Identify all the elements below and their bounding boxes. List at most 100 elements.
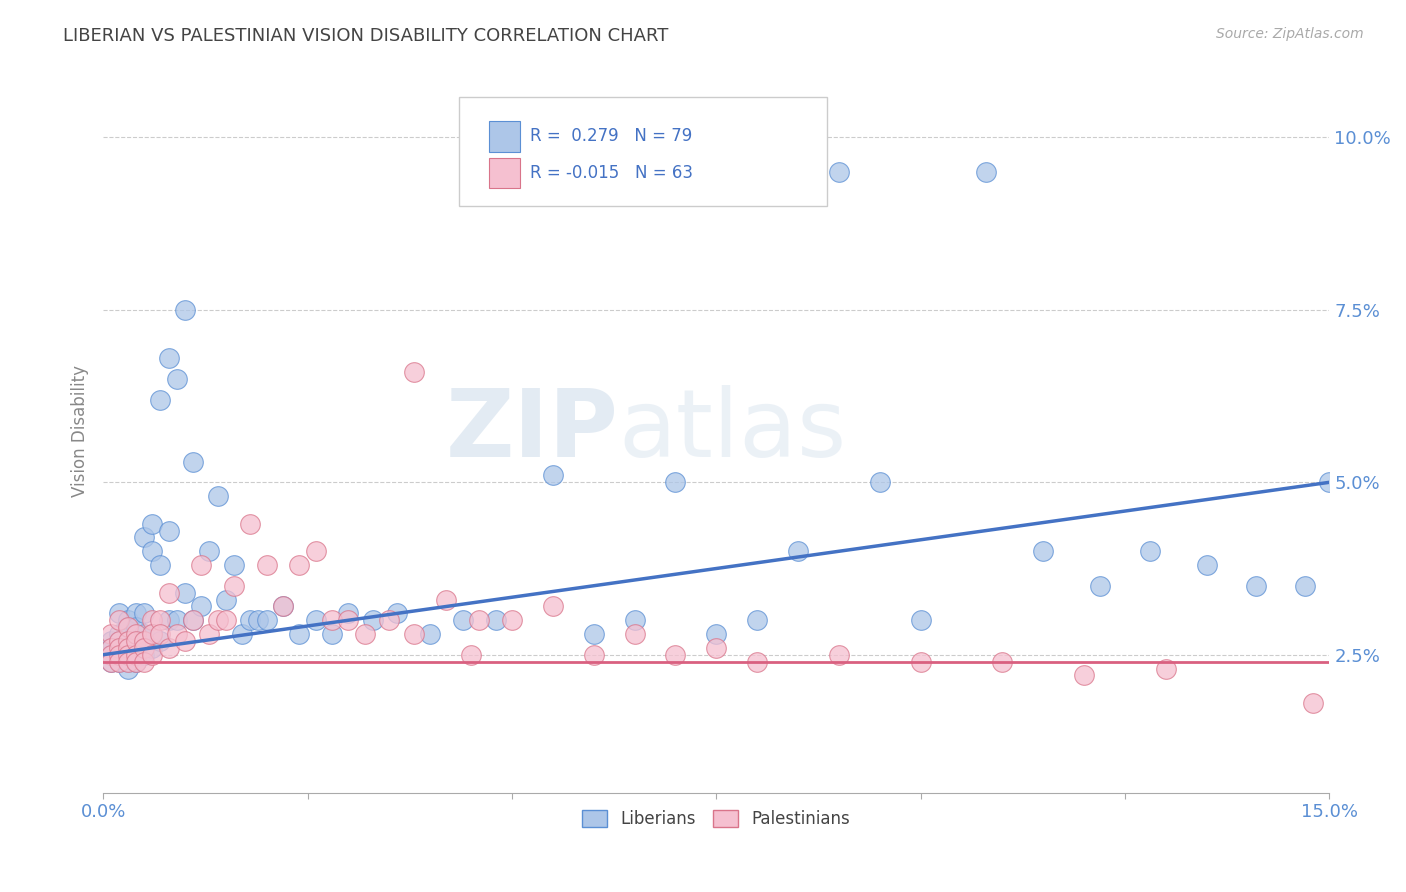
- Point: [222, 558, 245, 572]
- Point: [117, 655, 139, 669]
- Point: [117, 648, 139, 662]
- Point: [1302, 696, 1324, 710]
- Point: [1244, 579, 1267, 593]
- Point: [974, 165, 997, 179]
- Point: [231, 627, 253, 641]
- Point: [1195, 558, 1218, 572]
- Point: [132, 640, 155, 655]
- Point: [108, 634, 131, 648]
- Point: [910, 655, 932, 669]
- Point: [181, 613, 204, 627]
- Point: [166, 372, 188, 386]
- Point: [117, 640, 139, 655]
- Point: [664, 648, 686, 662]
- Point: [108, 640, 131, 655]
- Text: LIBERIAN VS PALESTINIAN VISION DISABILITY CORRELATION CHART: LIBERIAN VS PALESTINIAN VISION DISABILIT…: [63, 27, 669, 45]
- Point: [1319, 475, 1341, 490]
- Point: [108, 648, 131, 662]
- Text: ZIP: ZIP: [446, 384, 619, 476]
- Point: [173, 634, 195, 648]
- Point: [271, 599, 294, 614]
- Point: [108, 655, 131, 669]
- Point: [828, 648, 851, 662]
- Point: [271, 599, 294, 614]
- Point: [387, 607, 409, 621]
- Point: [910, 613, 932, 627]
- Point: [166, 613, 188, 627]
- Point: [361, 613, 384, 627]
- Point: [541, 599, 564, 614]
- Point: [166, 627, 188, 641]
- Point: [402, 365, 425, 379]
- Point: [117, 613, 139, 627]
- Point: [117, 661, 139, 675]
- Point: [402, 627, 425, 641]
- Point: [419, 627, 441, 641]
- Point: [451, 613, 474, 627]
- FancyBboxPatch shape: [489, 158, 520, 188]
- Point: [378, 613, 401, 627]
- Point: [664, 475, 686, 490]
- Point: [337, 613, 360, 627]
- Point: [117, 655, 139, 669]
- Point: [468, 613, 491, 627]
- Point: [100, 627, 122, 641]
- FancyBboxPatch shape: [458, 97, 827, 206]
- Point: [198, 544, 221, 558]
- Point: [173, 585, 195, 599]
- Point: [1032, 544, 1054, 558]
- Point: [239, 516, 262, 531]
- Point: [704, 627, 727, 641]
- Point: [460, 648, 482, 662]
- Point: [125, 648, 148, 662]
- Point: [207, 613, 229, 627]
- Point: [215, 613, 238, 627]
- Point: [869, 475, 891, 490]
- Point: [501, 613, 523, 627]
- Point: [828, 165, 851, 179]
- Point: [100, 655, 122, 669]
- Point: [132, 531, 155, 545]
- Point: [108, 613, 131, 627]
- Point: [623, 627, 645, 641]
- Point: [337, 607, 360, 621]
- Point: [141, 516, 163, 531]
- Point: [100, 634, 122, 648]
- Point: [181, 455, 204, 469]
- Point: [321, 627, 343, 641]
- Point: [247, 613, 270, 627]
- Point: [132, 607, 155, 621]
- Point: [117, 648, 139, 662]
- Point: [125, 627, 148, 641]
- Point: [132, 627, 155, 641]
- Text: R =  0.279   N = 79: R = 0.279 N = 79: [530, 127, 692, 145]
- Point: [582, 648, 605, 662]
- Point: [215, 592, 238, 607]
- Point: [100, 648, 122, 662]
- Text: atlas: atlas: [619, 384, 846, 476]
- Point: [222, 579, 245, 593]
- Point: [157, 524, 180, 538]
- Point: [157, 351, 180, 366]
- Point: [157, 585, 180, 599]
- Text: R = -0.015   N = 63: R = -0.015 N = 63: [530, 164, 693, 182]
- Point: [1090, 579, 1112, 593]
- Point: [190, 558, 212, 572]
- Point: [141, 613, 163, 627]
- Point: [125, 620, 148, 634]
- Point: [108, 648, 131, 662]
- Point: [108, 655, 131, 669]
- Point: [305, 544, 328, 558]
- Point: [436, 592, 458, 607]
- Point: [125, 634, 148, 648]
- Point: [100, 640, 122, 655]
- Point: [141, 627, 163, 641]
- Point: [1154, 661, 1177, 675]
- Point: [239, 613, 262, 627]
- Point: [125, 655, 148, 669]
- Point: [108, 640, 131, 655]
- Point: [108, 607, 131, 621]
- Point: [321, 613, 343, 627]
- Point: [132, 648, 155, 662]
- FancyBboxPatch shape: [489, 121, 520, 152]
